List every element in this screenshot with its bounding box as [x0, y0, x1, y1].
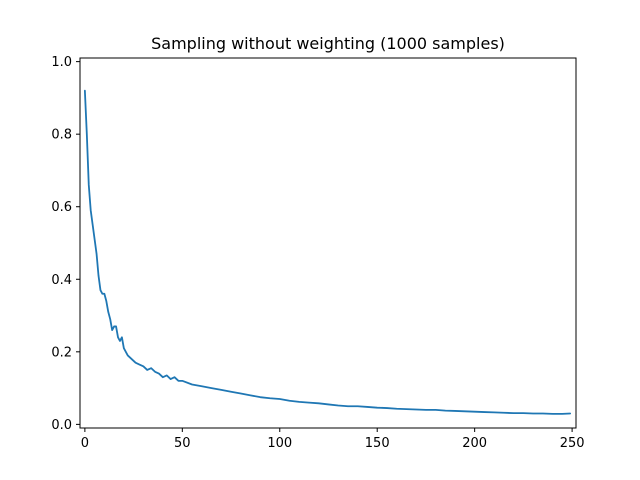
x-axis: 0 50 100 150 200 250 — [81, 428, 585, 451]
y-tick-label: 1.0 — [51, 55, 72, 70]
x-tick-label: 250 — [560, 436, 585, 451]
series-line — [83, 89, 572, 415]
y-tick-label: 0.8 — [51, 128, 72, 143]
x-tick-label: 150 — [365, 436, 390, 451]
y-tick-label: 0.0 — [51, 418, 72, 433]
y-axis: 0.0 0.2 0.4 0.6 0.8 1.0 — [51, 55, 80, 433]
x-tick-label: 0 — [81, 436, 89, 451]
plot-frame — [79, 57, 577, 429]
y-tick-label: 0.6 — [51, 200, 72, 215]
chart-title: Sampling without weighting (1000 samples… — [151, 34, 505, 53]
y-tick-label: 0.4 — [51, 273, 72, 288]
x-tick-label: 100 — [267, 436, 292, 451]
x-tick-label: 200 — [462, 436, 487, 451]
x-tick-label: 50 — [174, 436, 191, 451]
y-tick-label: 0.2 — [51, 345, 72, 360]
plot-area — [80, 58, 576, 428]
